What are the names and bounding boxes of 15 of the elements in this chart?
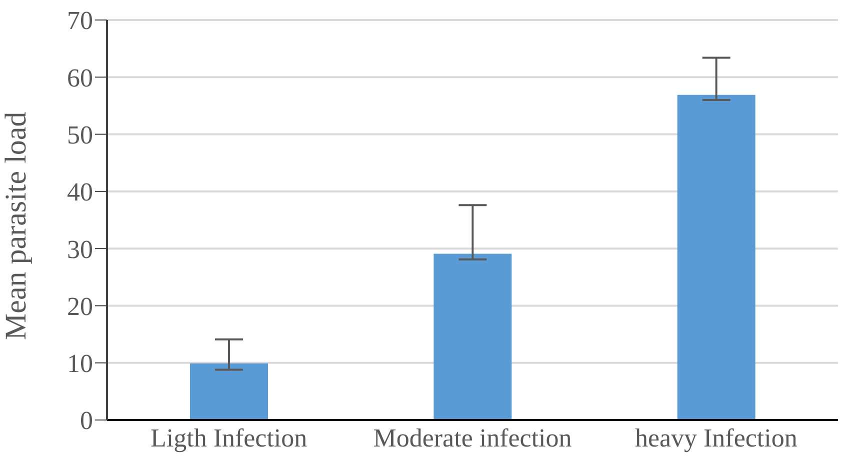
x-tick-label: heavy Infection — [634, 423, 798, 452]
y-tick-label: 50 — [67, 120, 93, 150]
bar — [434, 254, 512, 420]
y-tick-label: 60 — [67, 63, 93, 92]
y-tick-label: 10 — [67, 349, 93, 378]
y-tick-label: 0 — [80, 406, 93, 436]
x-tick-label: Moderate infection — [373, 423, 572, 452]
y-axis-title: Mean parasite load — [0, 112, 33, 340]
y-tick-label: 70 — [67, 6, 93, 36]
y-tick-label: 40 — [67, 178, 93, 207]
bar — [190, 363, 268, 420]
y-tick-label: 30 — [67, 234, 93, 264]
bar — [677, 94, 756, 420]
y-tick-label: 20 — [67, 292, 93, 321]
x-tick-label: Ligth Infection — [150, 423, 308, 452]
